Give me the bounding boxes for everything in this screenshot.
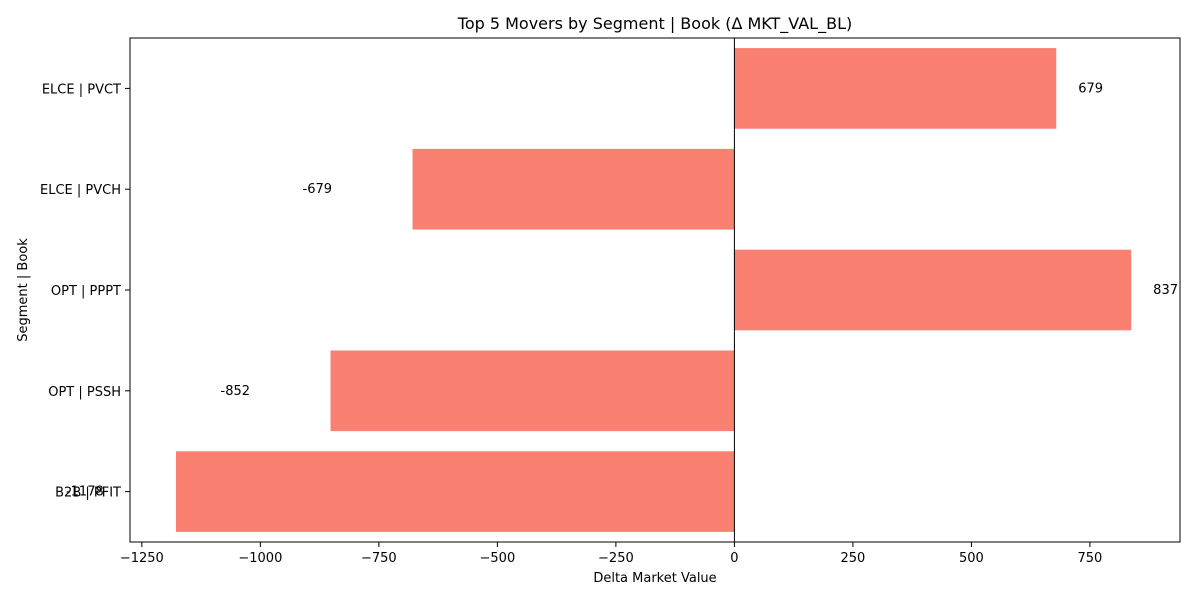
y-tick-label: B2B | PFIT (55, 486, 121, 501)
y-tick-label: OPT | PPPT (51, 284, 121, 299)
bar (330, 350, 735, 432)
y-tick-label: ELCE | PVCH (40, 183, 121, 198)
x-tick-label: −750 (361, 551, 397, 566)
x-tick-label: −250 (598, 551, 634, 566)
x-tick-label: −1250 (120, 551, 164, 566)
data-label: 837 (1153, 283, 1178, 298)
x-tick-label: 0 (730, 551, 738, 566)
x-tick-label: −1000 (238, 551, 282, 566)
y-ticks-layer: ELCE | PVCT ELCE | PVCH OPT | PPPT OPT | PS… (40, 82, 130, 501)
y-tick-label: ELCE | PVCT (42, 82, 121, 97)
bar (412, 148, 735, 230)
bar (175, 451, 735, 532)
data-label: -852 (221, 384, 251, 399)
y-axis-label: Segment | Book (16, 238, 31, 342)
data-label: -1178 (66, 485, 104, 500)
y-tick-label: OPT | PSSH (48, 385, 121, 400)
x-axis-label: Delta Market Value (593, 571, 716, 586)
bars-layer (175, 48, 1132, 532)
x-ticks-layer: −1250 −1000 −750 −500 −250 0 250 500 750 (120, 542, 1102, 566)
x-tick-label: 500 (959, 551, 984, 566)
x-tick-label: 750 (1078, 551, 1103, 566)
data-labels-layer: 679 -679 837 -852 -1178 (66, 81, 1178, 499)
x-tick-label: −500 (480, 551, 516, 566)
data-label: 679 (1078, 81, 1103, 96)
bar (734, 48, 1057, 129)
data-label: -679 (303, 182, 333, 197)
bar (734, 249, 1132, 331)
x-tick-label: 250 (840, 551, 865, 566)
chart-title: Top 5 Movers by Segment | Book (Δ MKT_VA… (457, 14, 852, 34)
